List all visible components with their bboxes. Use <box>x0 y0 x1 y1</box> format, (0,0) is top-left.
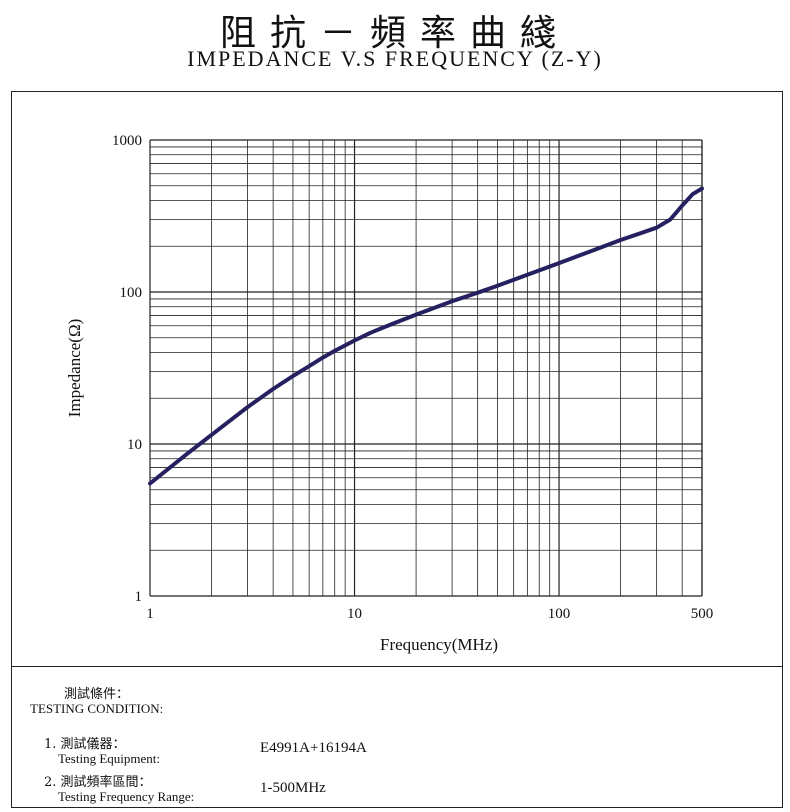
y-tick-label: 100 <box>120 285 143 301</box>
frequency-range-label-en: Testing Frequency Range: <box>58 789 195 804</box>
equipment-value: E4991A+16194A <box>260 740 367 756</box>
frequency-range-value: 1-500MHz <box>260 780 326 796</box>
testing-condition-heading-en: TESTING CONDITION: <box>30 701 164 716</box>
x-tick-label: 100 <box>548 606 571 622</box>
y-tick-label: 1000 <box>112 133 142 149</box>
tick-labels: 1 10 100 500 1 10 100 1000 <box>112 133 713 622</box>
series <box>148 186 704 486</box>
impedance-curve <box>148 186 704 486</box>
x-axis-label: Frequency(MHz) <box>380 635 498 654</box>
y-tick-label: 1 <box>135 589 143 605</box>
section-divider <box>11 666 783 667</box>
y-axis-label: Impedance(Ω) <box>65 319 84 418</box>
equipment-label-cn: 1. 測試儀器： <box>44 737 126 752</box>
chart-frame <box>11 91 783 808</box>
frequency-range-label-cn: 2. 測試頻率區間： <box>44 775 152 790</box>
grid <box>149 139 703 597</box>
testing-condition-heading-cn: 測試條件： <box>64 687 130 702</box>
chart-title-english: IMPEDANCE V.S FREQUENCY (Z-Y) <box>187 46 603 71</box>
x-tick-label: 10 <box>347 606 362 622</box>
x-tick-label: 500 <box>691 606 714 622</box>
equipment-label-en: Testing Equipment: <box>58 751 160 766</box>
chart-title-chinese: 阻抗－頻率曲綫 <box>219 13 570 54</box>
x-tick-label: 1 <box>146 606 154 622</box>
y-tick-label: 10 <box>127 437 142 453</box>
